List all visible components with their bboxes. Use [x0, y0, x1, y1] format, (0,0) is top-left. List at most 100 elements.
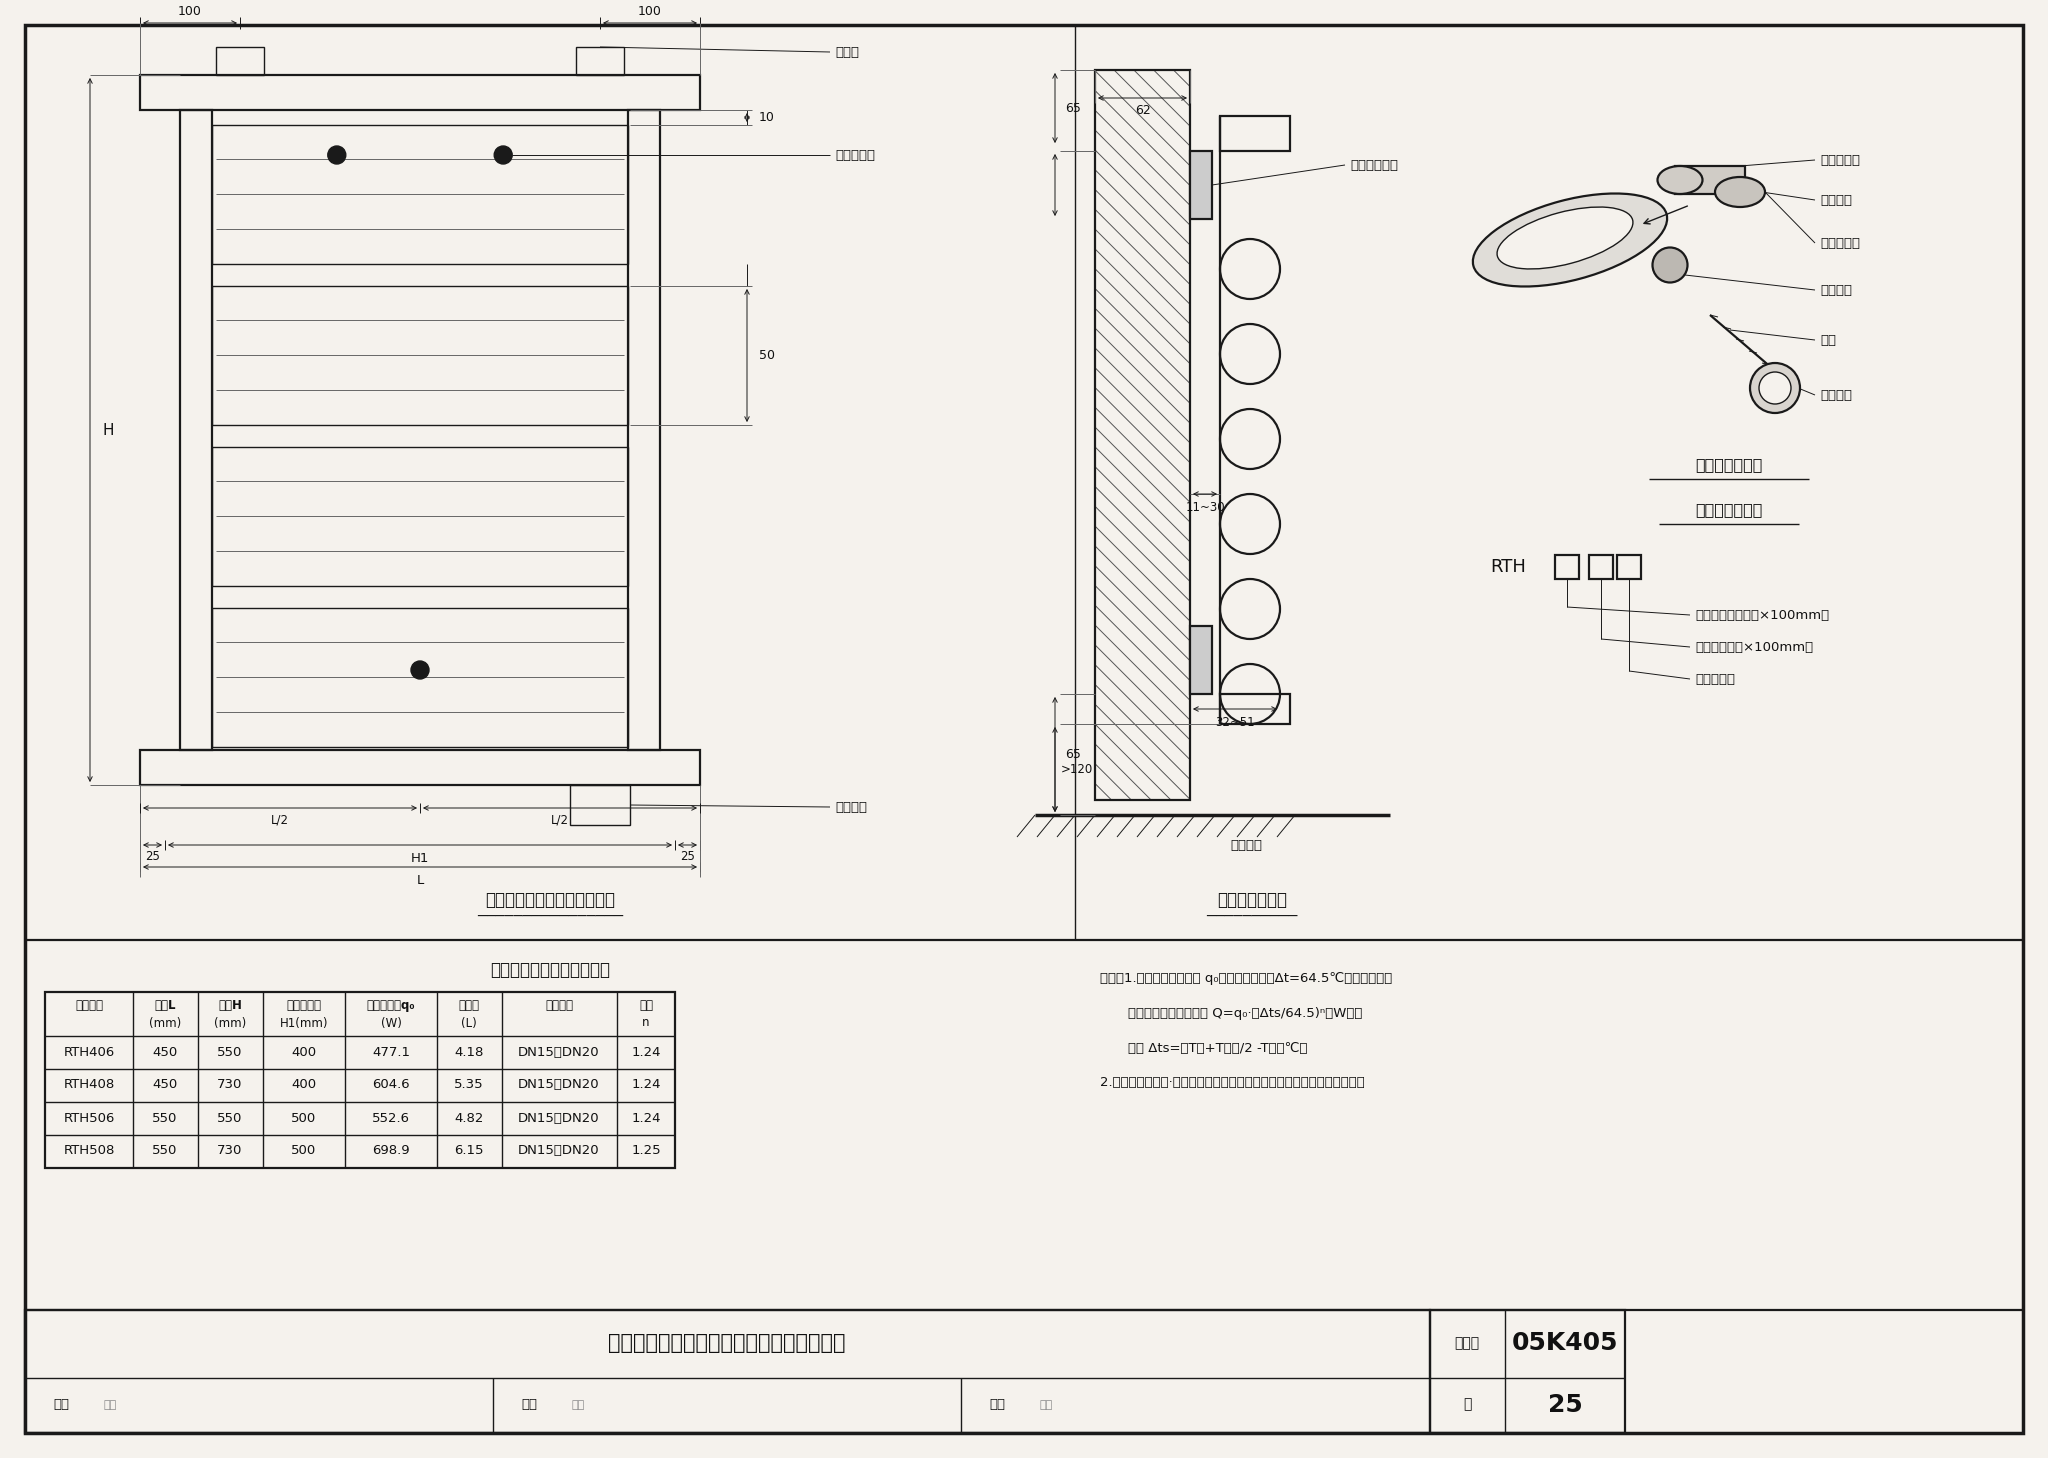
Text: 500: 500 — [291, 1111, 317, 1124]
Text: ──────────: ────────── — [1206, 908, 1298, 923]
Bar — [1096, 70, 1190, 800]
Text: 1.24: 1.24 — [631, 1111, 662, 1124]
Bar — [1589, 555, 1614, 579]
Text: H1(mm): H1(mm) — [281, 1016, 328, 1029]
Ellipse shape — [1653, 248, 1688, 283]
Bar — [1430, 1309, 1624, 1433]
Text: 胀塞套筒: 胀塞套筒 — [1821, 194, 1851, 207]
Text: DN15，DN20: DN15，DN20 — [518, 1111, 600, 1124]
Text: 550: 550 — [152, 1111, 178, 1124]
Text: 10: 10 — [760, 111, 774, 124]
Text: 2.本页根据意莎普·金泰格散热器（北京）有限公司提供的技术资料编制。: 2.本页根据意莎普·金泰格散热器（北京）有限公司提供的技术资料编制。 — [1100, 1076, 1364, 1089]
Text: 校对: 校对 — [520, 1398, 537, 1411]
Text: L/2: L/2 — [551, 814, 569, 827]
Bar — [213, 608, 629, 746]
Text: 接管尺寸: 接管尺寸 — [545, 999, 573, 1012]
Text: H: H — [102, 423, 115, 437]
Bar — [25, 1309, 1430, 1433]
Text: RTH406: RTH406 — [63, 1045, 115, 1059]
Text: 6.15: 6.15 — [455, 1145, 483, 1158]
Bar — [215, 47, 264, 74]
Ellipse shape — [1473, 194, 1667, 287]
Text: 11~30: 11~30 — [1186, 500, 1225, 513]
Text: 钢制椭圆管与圆管焊接散热器: 钢制椭圆管与圆管焊接散热器 — [485, 891, 614, 908]
Text: 页: 页 — [1462, 1398, 1470, 1411]
Text: 塑料端盖: 塑料端盖 — [1821, 388, 1851, 401]
Text: 单排型号: 单排型号 — [76, 999, 102, 1012]
Text: 固定端盖: 固定端盖 — [1821, 283, 1851, 296]
Text: L: L — [416, 873, 424, 886]
Text: 5.35: 5.35 — [455, 1079, 483, 1092]
Text: 建筑地面: 建筑地面 — [1231, 838, 1262, 851]
Text: 安装固定点: 安装固定点 — [836, 149, 874, 162]
Text: RTH506: RTH506 — [63, 1111, 115, 1124]
Text: RTH408: RTH408 — [63, 1079, 115, 1092]
Text: 放气圈: 放气圈 — [836, 45, 858, 58]
Bar — [213, 448, 629, 586]
Text: H1: H1 — [412, 851, 430, 865]
Text: 高度H: 高度H — [217, 999, 242, 1012]
Text: 32~51: 32~51 — [1214, 716, 1255, 729]
Text: 550: 550 — [152, 1145, 178, 1158]
Text: 25: 25 — [680, 850, 694, 863]
Bar — [1554, 555, 1579, 579]
Bar — [575, 47, 625, 74]
Circle shape — [1759, 372, 1792, 404]
Text: 散热器技术性能表（单件）: 散热器技术性能表（单件） — [489, 961, 610, 978]
Text: 100: 100 — [178, 4, 203, 17]
Ellipse shape — [1497, 207, 1632, 268]
Bar — [1221, 694, 1290, 725]
Text: 散热器挂装组件: 散热器挂装组件 — [1696, 458, 1763, 472]
Circle shape — [412, 660, 428, 679]
Text: RTH: RTH — [1491, 558, 1526, 576]
Circle shape — [1749, 363, 1800, 413]
Text: 550: 550 — [217, 1111, 242, 1124]
Text: 450: 450 — [152, 1045, 178, 1059]
Text: 嵌入式套筒: 嵌入式套筒 — [1821, 236, 1860, 249]
Text: 审核: 审核 — [53, 1398, 70, 1411]
Bar — [1190, 625, 1212, 694]
Bar — [45, 991, 676, 1168]
Bar — [1221, 117, 1290, 152]
Ellipse shape — [1657, 166, 1702, 194]
Text: 552.6: 552.6 — [373, 1111, 410, 1124]
Text: 500: 500 — [291, 1145, 317, 1158]
Text: 4.82: 4.82 — [455, 1111, 483, 1124]
Text: 接管中心距（×100mm）: 接管中心距（×100mm） — [1696, 640, 1812, 653]
Text: 730: 730 — [217, 1079, 242, 1092]
Text: 05K405: 05K405 — [1511, 1331, 1618, 1354]
Text: 730: 730 — [217, 1145, 242, 1158]
Circle shape — [494, 146, 512, 163]
Text: 400: 400 — [291, 1079, 317, 1092]
Text: 签名: 签名 — [1040, 1400, 1053, 1410]
Text: 550: 550 — [217, 1045, 242, 1059]
Text: 固定安装组件: 固定安装组件 — [1350, 159, 1399, 172]
Text: 单排椭圆管: 单排椭圆管 — [1696, 672, 1735, 685]
Text: 1.25: 1.25 — [631, 1145, 662, 1158]
Text: 450: 450 — [152, 1079, 178, 1092]
Bar — [139, 74, 700, 109]
Text: (mm): (mm) — [213, 1016, 246, 1029]
Bar — [569, 784, 631, 825]
Bar — [180, 109, 213, 749]
Text: 设计: 设计 — [989, 1398, 1006, 1411]
Text: 50: 50 — [760, 348, 774, 362]
Text: DN15，DN20: DN15，DN20 — [518, 1145, 600, 1158]
Text: 1.24: 1.24 — [631, 1079, 662, 1092]
Text: 钢制椭圆管与圆管焊接散热器及安装（一）: 钢制椭圆管与圆管焊接散热器及安装（一） — [608, 1333, 846, 1353]
Text: RTH508: RTH508 — [63, 1145, 115, 1158]
Text: (W): (W) — [381, 1016, 401, 1029]
Bar — [1096, 70, 1190, 800]
Text: 长度L: 长度L — [154, 999, 176, 1012]
Text: 477.1: 477.1 — [373, 1045, 410, 1059]
Text: 散热器型号标记: 散热器型号标记 — [1696, 503, 1763, 518]
Text: 水容量: 水容量 — [459, 999, 479, 1012]
Text: (mm): (mm) — [150, 1016, 180, 1029]
Text: 604.6: 604.6 — [373, 1079, 410, 1092]
Text: DN15，DN20: DN15，DN20 — [518, 1045, 600, 1059]
Text: 签名: 签名 — [102, 1400, 117, 1410]
Bar — [139, 749, 700, 784]
Text: 25: 25 — [1548, 1392, 1583, 1417]
Bar — [1190, 152, 1212, 219]
Text: (L): (L) — [461, 1016, 477, 1029]
